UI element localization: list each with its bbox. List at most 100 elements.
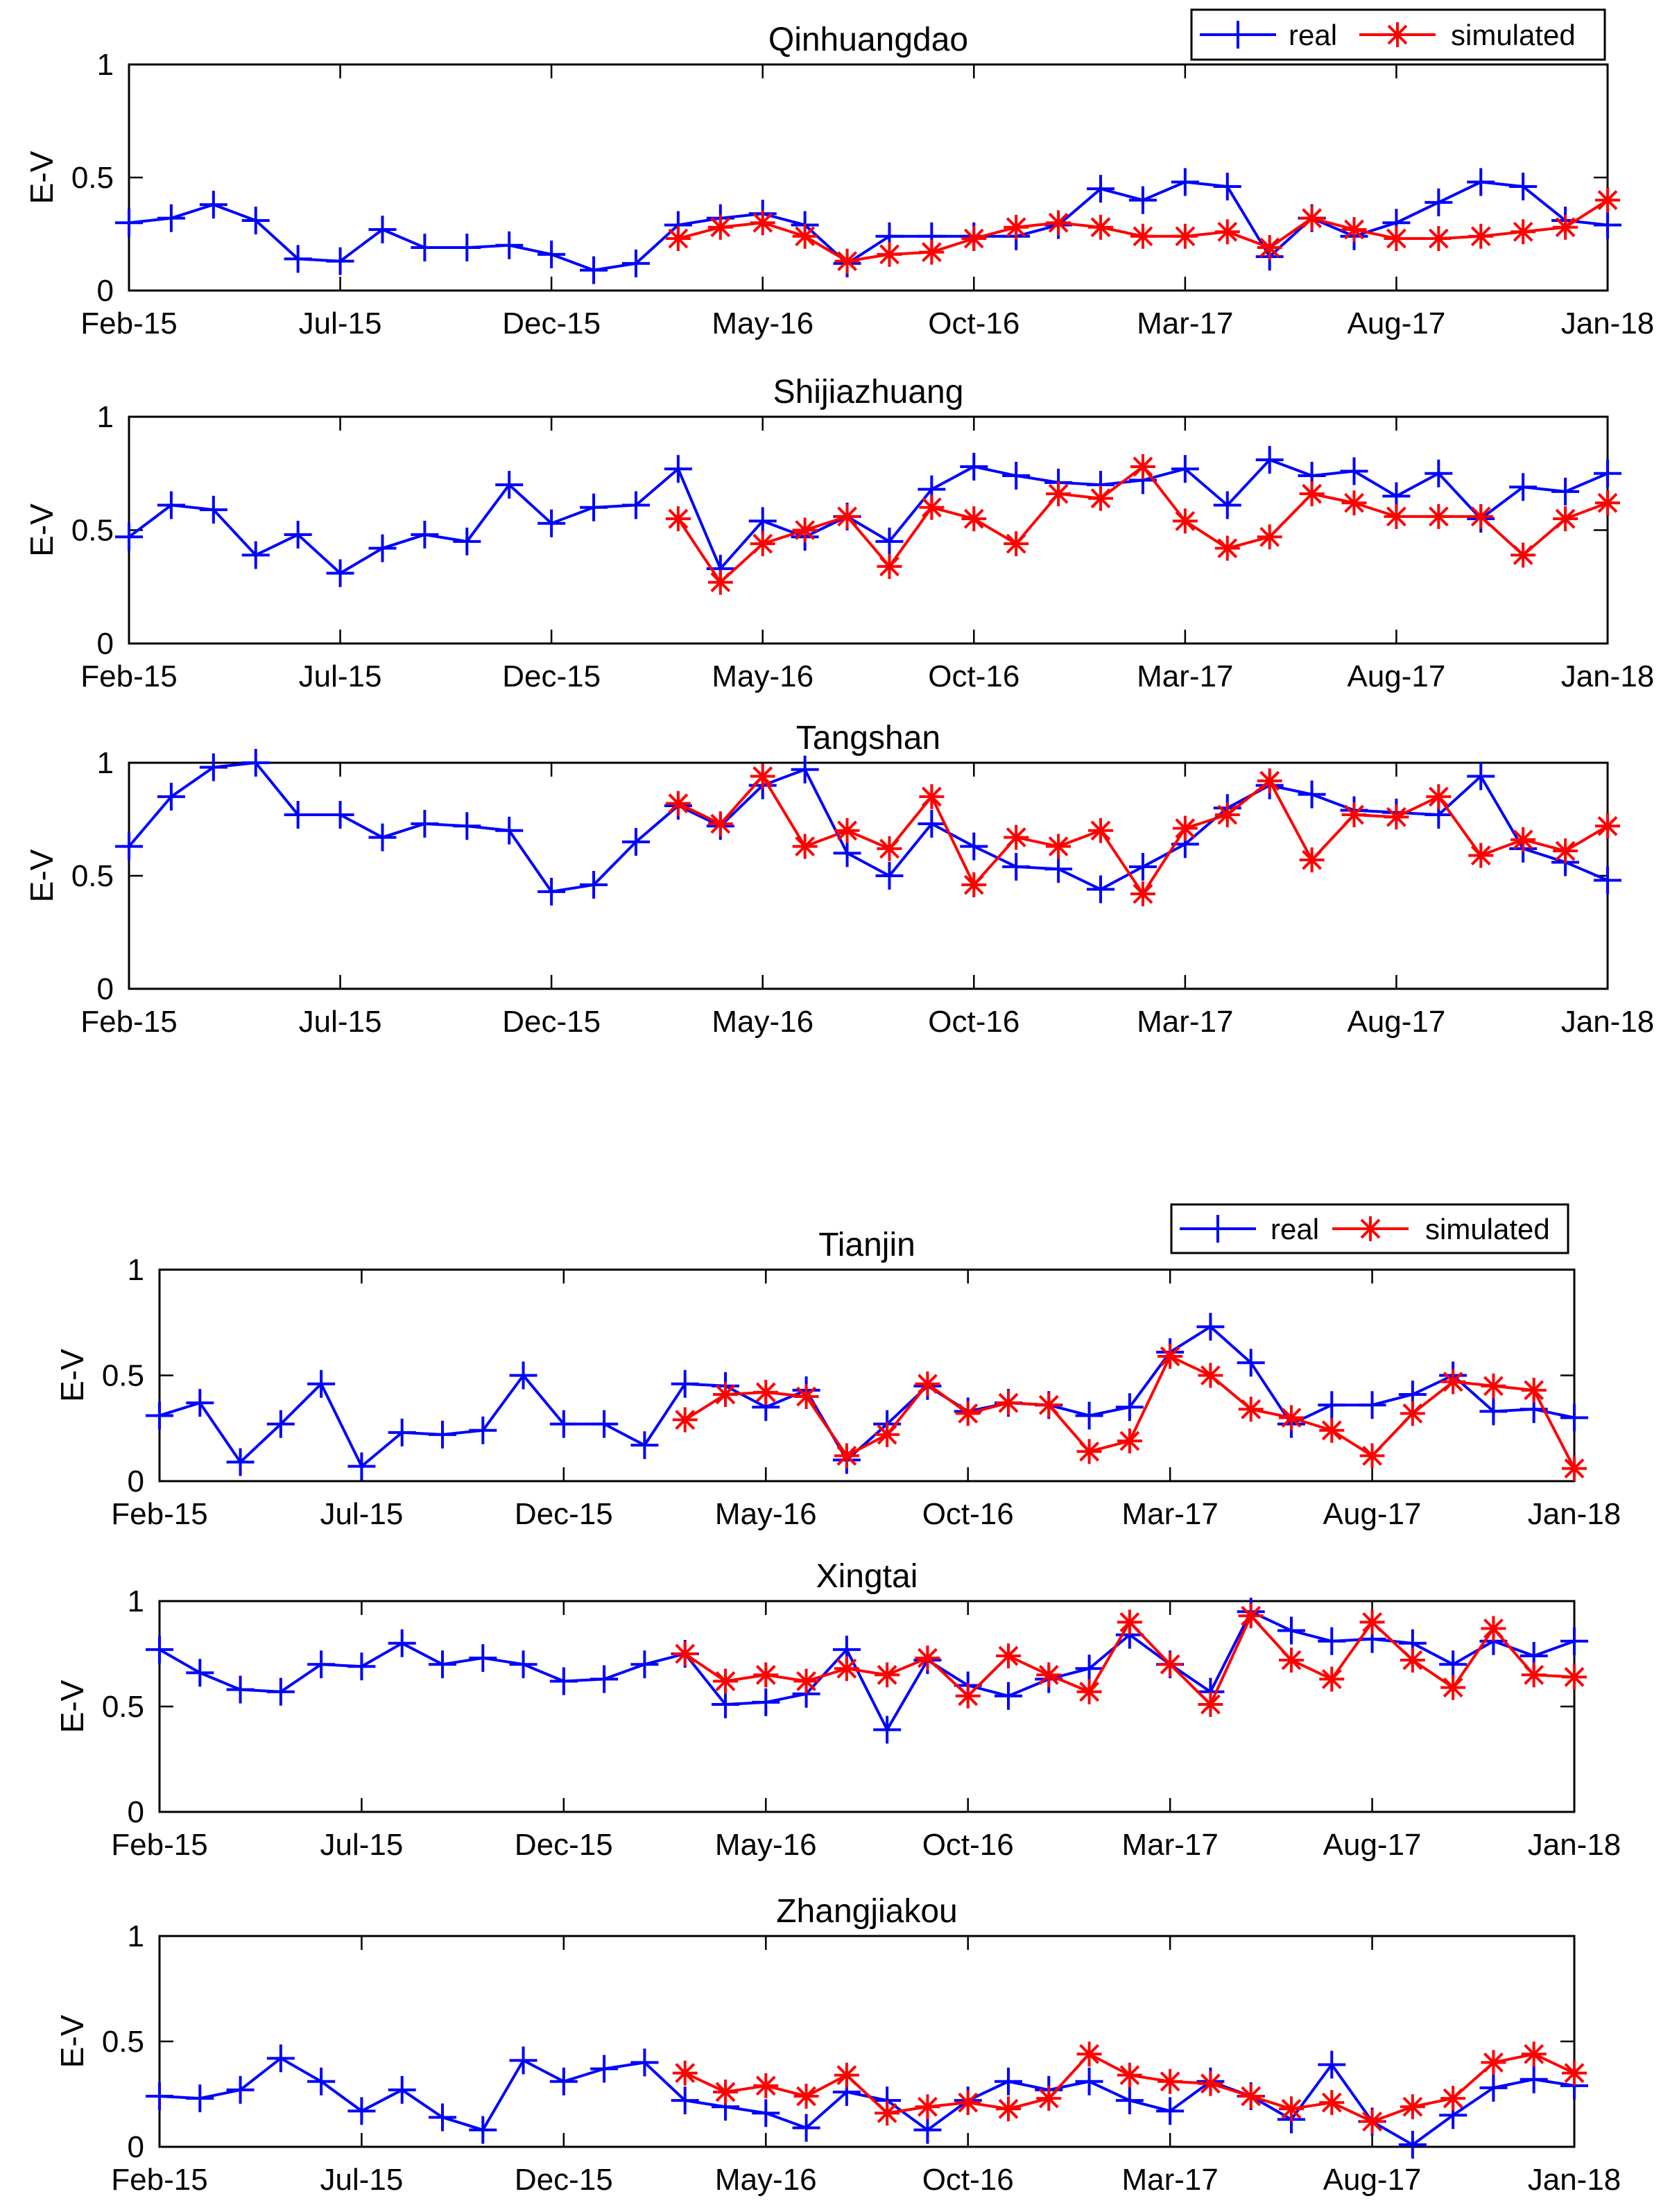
- x-tick-label: Oct-16: [928, 1005, 1019, 1039]
- data-point-real: [266, 1410, 295, 1438]
- data-point-simulated: [1384, 503, 1409, 529]
- y-axis-label: E-V: [24, 503, 60, 557]
- data-point-real: [1087, 875, 1115, 904]
- data-point-simulated: [1117, 2062, 1142, 2088]
- data-point-simulated: [877, 553, 902, 579]
- x-tick-label: Oct-16: [928, 306, 1019, 340]
- x-tick-label: Jan-18: [1561, 1005, 1655, 1039]
- data-point-simulated: [1130, 223, 1155, 249]
- x-tick-label: Jul-15: [299, 306, 382, 340]
- data-point-simulated: [1426, 226, 1452, 252]
- chart-panel-xingtai: 0 0.5 1 Feb-15 Jul-15 Dec-15 May-16 Oct-16 Mar-1…: [54, 1558, 1621, 1862]
- data-point-real: [1594, 866, 1621, 895]
- x-tick-label: Feb-15: [80, 1005, 177, 1039]
- data-point-real: [186, 1389, 214, 1417]
- data-point-simulated: [875, 2100, 900, 2126]
- data-point-real: [1358, 1391, 1386, 1419]
- y-axis-label: E-V: [24, 150, 60, 204]
- data-point-real: [429, 1650, 456, 1679]
- data-point-real: [469, 1644, 497, 1673]
- y-axis-label: E-V: [54, 1349, 90, 1402]
- data-point-real: [1594, 459, 1621, 487]
- data-point-simulated: [665, 506, 691, 532]
- data-point-real: [284, 800, 312, 829]
- x-tick-label: Feb-15: [111, 1497, 207, 1531]
- x-tick-label: Aug-17: [1347, 1005, 1445, 1039]
- data-point-simulated: [1198, 1363, 1223, 1388]
- data-point-simulated: [1172, 508, 1198, 534]
- data-point-simulated: [1004, 531, 1029, 557]
- data-point-real: [453, 527, 481, 555]
- data-point-real: [1560, 1403, 1588, 1432]
- data-point-real: [509, 2046, 537, 2075]
- x-tick-label: Dec-15: [515, 1497, 613, 1531]
- data-point-real: [875, 862, 904, 890]
- data-point-real: [1424, 459, 1453, 487]
- data-point-simulated: [1257, 524, 1282, 550]
- data-point-real: [347, 1452, 376, 1480]
- data-point-real: [995, 1682, 1022, 1710]
- y-tick-label: 0.5: [102, 2025, 144, 2059]
- x-tick-label: Dec-15: [515, 1828, 613, 1862]
- y-tick-label: 1: [128, 1253, 144, 1287]
- chart-panel-zhangjiakou: 0 0.5 1 Feb-15 Jul-15 Dec-15 May-16 Oct-16 Mar-1…: [54, 1893, 1621, 2197]
- data-point-simulated: [1214, 219, 1240, 245]
- chart-title: Xingtai: [816, 1558, 918, 1595]
- legend-label-real: real: [1271, 1213, 1319, 1245]
- data-point-simulated: [1046, 210, 1071, 236]
- data-point-simulated: [1299, 481, 1325, 507]
- data-point-simulated: [834, 248, 860, 274]
- data-point-real: [1551, 477, 1580, 506]
- data-point-real: [664, 455, 692, 483]
- x-tick-label: May-16: [712, 306, 814, 340]
- axes-box: [158, 1600, 1576, 1813]
- data-point-real: [388, 1629, 416, 1657]
- data-point-simulated: [1004, 824, 1029, 850]
- data-point-real: [1318, 1627, 1346, 1655]
- chart-title: Tianjin: [818, 1227, 915, 1263]
- series-line-real: [159, 2057, 1575, 2146]
- data-point-real: [368, 823, 397, 852]
- data-point-simulated: [1553, 838, 1578, 864]
- data-point-real: [873, 1716, 902, 1744]
- data-point-real: [368, 534, 397, 562]
- data-point-simulated: [961, 226, 987, 252]
- data-point-simulated: [1341, 216, 1367, 242]
- x-tick-label: Mar-17: [1137, 1005, 1233, 1039]
- x-tick-label: Jan-18: [1528, 2163, 1621, 2197]
- x-tick-label: Oct-16: [922, 1497, 1014, 1531]
- y-tick-label: 1: [97, 48, 114, 82]
- data-point-simulated: [707, 214, 733, 240]
- data-point-real: [621, 491, 650, 519]
- legend-marker-real: [1224, 21, 1252, 49]
- x-tick-label: Oct-16: [922, 1828, 1014, 1862]
- data-point-real: [347, 1652, 376, 1681]
- data-point-real: [791, 755, 819, 784]
- y-tick-label: 0.5: [71, 161, 114, 195]
- data-point-real: [1044, 855, 1073, 883]
- data-point-simulated: [792, 223, 818, 249]
- data-point-simulated: [792, 517, 818, 543]
- y-tick-label: 1: [97, 400, 114, 434]
- data-point-real: [453, 234, 481, 262]
- data-point-simulated: [961, 506, 987, 532]
- data-point-simulated: [1359, 2109, 1385, 2134]
- data-point-real: [1075, 1654, 1103, 1683]
- data-point-simulated: [1238, 1397, 1264, 1422]
- data-point-real: [115, 523, 143, 551]
- data-point-simulated: [1481, 1616, 1506, 1641]
- x-tick-label: Dec-15: [502, 659, 601, 693]
- data-point-real: [792, 2114, 820, 2142]
- data-point-simulated: [1384, 804, 1409, 830]
- data-point-simulated: [1172, 815, 1198, 841]
- data-point-simulated: [1238, 1603, 1264, 1629]
- data-point-real: [960, 832, 988, 861]
- data-point-simulated: [955, 2090, 981, 2116]
- data-point-real: [1128, 852, 1157, 881]
- data-point-simulated: [1481, 1373, 1506, 1399]
- data-point-real: [1439, 1650, 1467, 1679]
- data-point-real: [1398, 2130, 1427, 2159]
- data-point-real: [307, 1369, 336, 1398]
- data-point-simulated: [1440, 1369, 1466, 1394]
- data-point-simulated: [875, 1422, 900, 1447]
